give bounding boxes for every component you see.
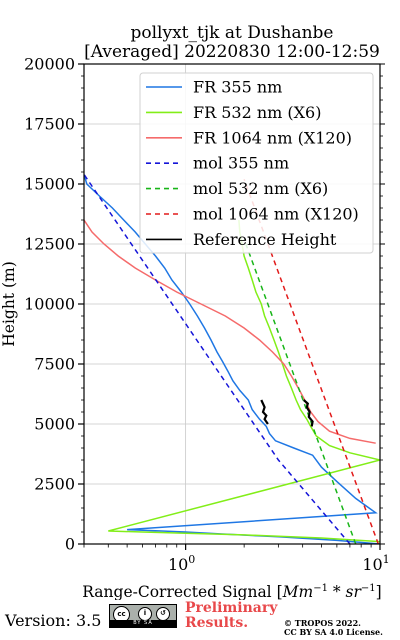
chart: pollyxt_tjk at Dushanbe [Averaged] 20220… (0, 23, 390, 600)
license-strip: BY SA (110, 620, 176, 627)
chart-title-line2: [Averaged] 20220830 12:00-12:59 (84, 42, 380, 62)
series-line-mol-355-nm (84, 173, 351, 544)
sa-share-icon: ↺ (156, 607, 170, 621)
cc-logo-icon: cc (113, 606, 130, 623)
y-tick-label: 17500 (24, 115, 75, 134)
series-line-reference-height-1064 (302, 399, 314, 427)
y-tick-label: 12500 (24, 235, 75, 254)
y-tick-label: 7500 (34, 355, 75, 374)
chart-title-line1: pollyxt_tjk at Dushanbe (131, 23, 334, 43)
by-person-icon: i (138, 607, 152, 621)
x-tick-label: 101 (362, 553, 389, 574)
preliminary-line1: Preliminary (185, 600, 278, 616)
legend-label-mol-355-nm: mol 355 nm (193, 154, 289, 173)
y-tick-label: 2500 (34, 475, 75, 494)
legend-label-mol-1064-nm-x120: mol 1064 nm (X120) (193, 205, 359, 224)
y-tick-label: 20000 (24, 55, 75, 74)
x-tick-label: 100 (168, 553, 195, 574)
series-line-fr-532-nm-x6 (108, 219, 380, 543)
plot-frame (83, 63, 381, 545)
copyright-line2: CC BY SA 4.0 License. (284, 627, 383, 637)
axis-ticks: 0 2500 5000 7500 10000 12500 15000 17500 20000 10… (24, 55, 390, 575)
x-axis-label: Range-Corrected Signal [Mm−1 * sr−1] (82, 583, 381, 600)
series-line-mol-532-nm-x6 (243, 238, 357, 544)
series-line-reference-height (260, 399, 269, 425)
y-tick-label: 0 (65, 535, 75, 554)
legend-label-fr-355-nm: FR 355 nm (193, 78, 282, 97)
y-axis-label: Height (m) (0, 261, 18, 347)
copyright-notice: © TROPOS 2022. CC BY SA 4.0 License. (284, 619, 383, 637)
legend-label-mol-532-nm-x6: mol 532 nm (X6) (193, 179, 328, 198)
legend-label-fr-1064-nm-x120: FR 1064 nm (X120) (193, 128, 352, 147)
series-line-mol-1064-nm-x120 (243, 178, 380, 544)
copyright-line1: © TROPOS 2022. (284, 618, 361, 628)
y-tick-label: 5000 (34, 415, 75, 434)
legend-label-reference-height: Reference Height (193, 230, 337, 249)
legend: FR 355 nm FR 532 nm (X6) FR 1064 nm (X120)… (139, 72, 374, 254)
version-label: Version: 3.5 (5, 611, 102, 630)
license-badge: cc i ↺ BY SA (109, 604, 177, 628)
legend-label-fr-532-nm-x6: FR 532 nm (X6) (193, 103, 321, 122)
series-line-fr-1064-nm-x120 (84, 219, 376, 444)
preliminary-notice: Preliminary Results. (185, 601, 277, 631)
y-tick-label: 10000 (24, 295, 75, 314)
legend-box (139, 72, 374, 254)
series-lines (84, 173, 380, 544)
y-tick-label: 15000 (24, 175, 75, 194)
preliminary-line2: Results. (185, 615, 249, 631)
